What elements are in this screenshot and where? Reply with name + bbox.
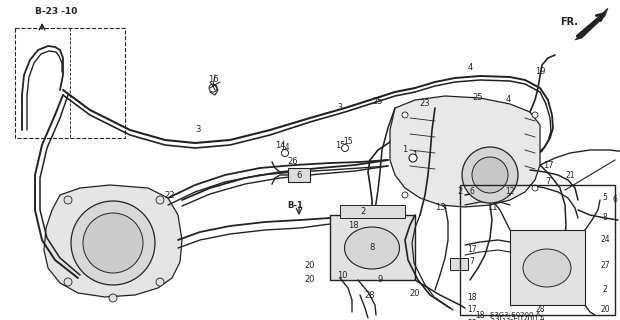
Text: 28: 28 bbox=[467, 318, 477, 320]
Circle shape bbox=[64, 278, 72, 286]
Text: FR.: FR. bbox=[560, 17, 578, 27]
Text: 2: 2 bbox=[458, 188, 463, 196]
Text: 20: 20 bbox=[410, 290, 420, 299]
Text: 2: 2 bbox=[360, 207, 366, 217]
Circle shape bbox=[472, 157, 508, 193]
Bar bbox=[340, 205, 405, 218]
Text: 17: 17 bbox=[467, 245, 477, 254]
Text: 23: 23 bbox=[420, 100, 430, 108]
Circle shape bbox=[109, 294, 117, 302]
Text: 11: 11 bbox=[487, 204, 497, 212]
Text: 6: 6 bbox=[296, 171, 302, 180]
Circle shape bbox=[281, 149, 288, 156]
Circle shape bbox=[402, 112, 408, 118]
Text: 14: 14 bbox=[275, 140, 285, 149]
Circle shape bbox=[156, 278, 164, 286]
Text: 8: 8 bbox=[370, 244, 374, 252]
Text: 8: 8 bbox=[603, 213, 608, 222]
Text: 5: 5 bbox=[603, 194, 608, 203]
Text: 17: 17 bbox=[542, 161, 553, 170]
Ellipse shape bbox=[345, 227, 399, 269]
Text: 15: 15 bbox=[335, 140, 345, 149]
Circle shape bbox=[462, 147, 518, 203]
Text: 9: 9 bbox=[378, 276, 383, 284]
Text: 2: 2 bbox=[603, 285, 608, 294]
Text: S3G3-E0200 A: S3G3-E0200 A bbox=[490, 316, 545, 320]
Polygon shape bbox=[44, 185, 182, 297]
Bar bbox=[510, 230, 585, 305]
Bar bbox=[288, 168, 310, 182]
Text: 20: 20 bbox=[305, 276, 315, 284]
Text: 15: 15 bbox=[343, 138, 353, 147]
Text: 6: 6 bbox=[613, 196, 618, 204]
Circle shape bbox=[342, 145, 348, 151]
Text: 7: 7 bbox=[469, 258, 474, 267]
Text: 10: 10 bbox=[337, 270, 347, 279]
Circle shape bbox=[532, 185, 538, 191]
Circle shape bbox=[83, 213, 143, 273]
Circle shape bbox=[156, 196, 164, 204]
Text: 25: 25 bbox=[373, 98, 383, 107]
Circle shape bbox=[209, 84, 217, 92]
Text: 3: 3 bbox=[337, 103, 342, 113]
Text: 22: 22 bbox=[165, 190, 175, 199]
Circle shape bbox=[71, 201, 155, 285]
Text: 14: 14 bbox=[280, 142, 290, 151]
Text: 25: 25 bbox=[472, 93, 483, 102]
Text: 24: 24 bbox=[600, 236, 610, 244]
Text: 16: 16 bbox=[208, 76, 218, 84]
Text: 18: 18 bbox=[476, 311, 485, 320]
Text: 4: 4 bbox=[467, 63, 472, 73]
Circle shape bbox=[532, 112, 538, 118]
Bar bbox=[15, 28, 125, 138]
Bar bbox=[330, 215, 415, 280]
Text: 3: 3 bbox=[195, 125, 201, 134]
Text: S3G3-E0200 A: S3G3-E0200 A bbox=[490, 312, 541, 318]
Circle shape bbox=[409, 154, 417, 162]
Text: 17: 17 bbox=[467, 306, 477, 315]
Text: 27: 27 bbox=[600, 260, 610, 269]
Text: 6: 6 bbox=[469, 188, 474, 196]
Text: 1: 1 bbox=[412, 150, 418, 159]
Text: 1: 1 bbox=[402, 146, 407, 155]
Polygon shape bbox=[390, 96, 540, 207]
Text: 26: 26 bbox=[288, 157, 298, 166]
Text: 18: 18 bbox=[348, 221, 358, 230]
Ellipse shape bbox=[523, 249, 571, 287]
Text: 20: 20 bbox=[305, 260, 315, 269]
Text: B-23 -10: B-23 -10 bbox=[35, 7, 78, 17]
Text: 13: 13 bbox=[435, 204, 445, 212]
Text: 18: 18 bbox=[467, 293, 477, 302]
Circle shape bbox=[402, 192, 408, 198]
Text: B-1: B-1 bbox=[287, 201, 303, 210]
Polygon shape bbox=[575, 8, 608, 40]
Text: 28: 28 bbox=[365, 291, 375, 300]
Text: 12: 12 bbox=[505, 188, 515, 196]
Circle shape bbox=[64, 196, 72, 204]
Text: 7: 7 bbox=[546, 178, 551, 187]
Text: 20: 20 bbox=[600, 306, 610, 315]
Text: 21: 21 bbox=[565, 171, 575, 180]
Bar bbox=[460, 185, 615, 315]
Text: 4: 4 bbox=[505, 95, 511, 105]
Text: 19: 19 bbox=[534, 68, 545, 76]
Bar bbox=[450, 258, 468, 270]
Text: 28: 28 bbox=[535, 306, 545, 315]
